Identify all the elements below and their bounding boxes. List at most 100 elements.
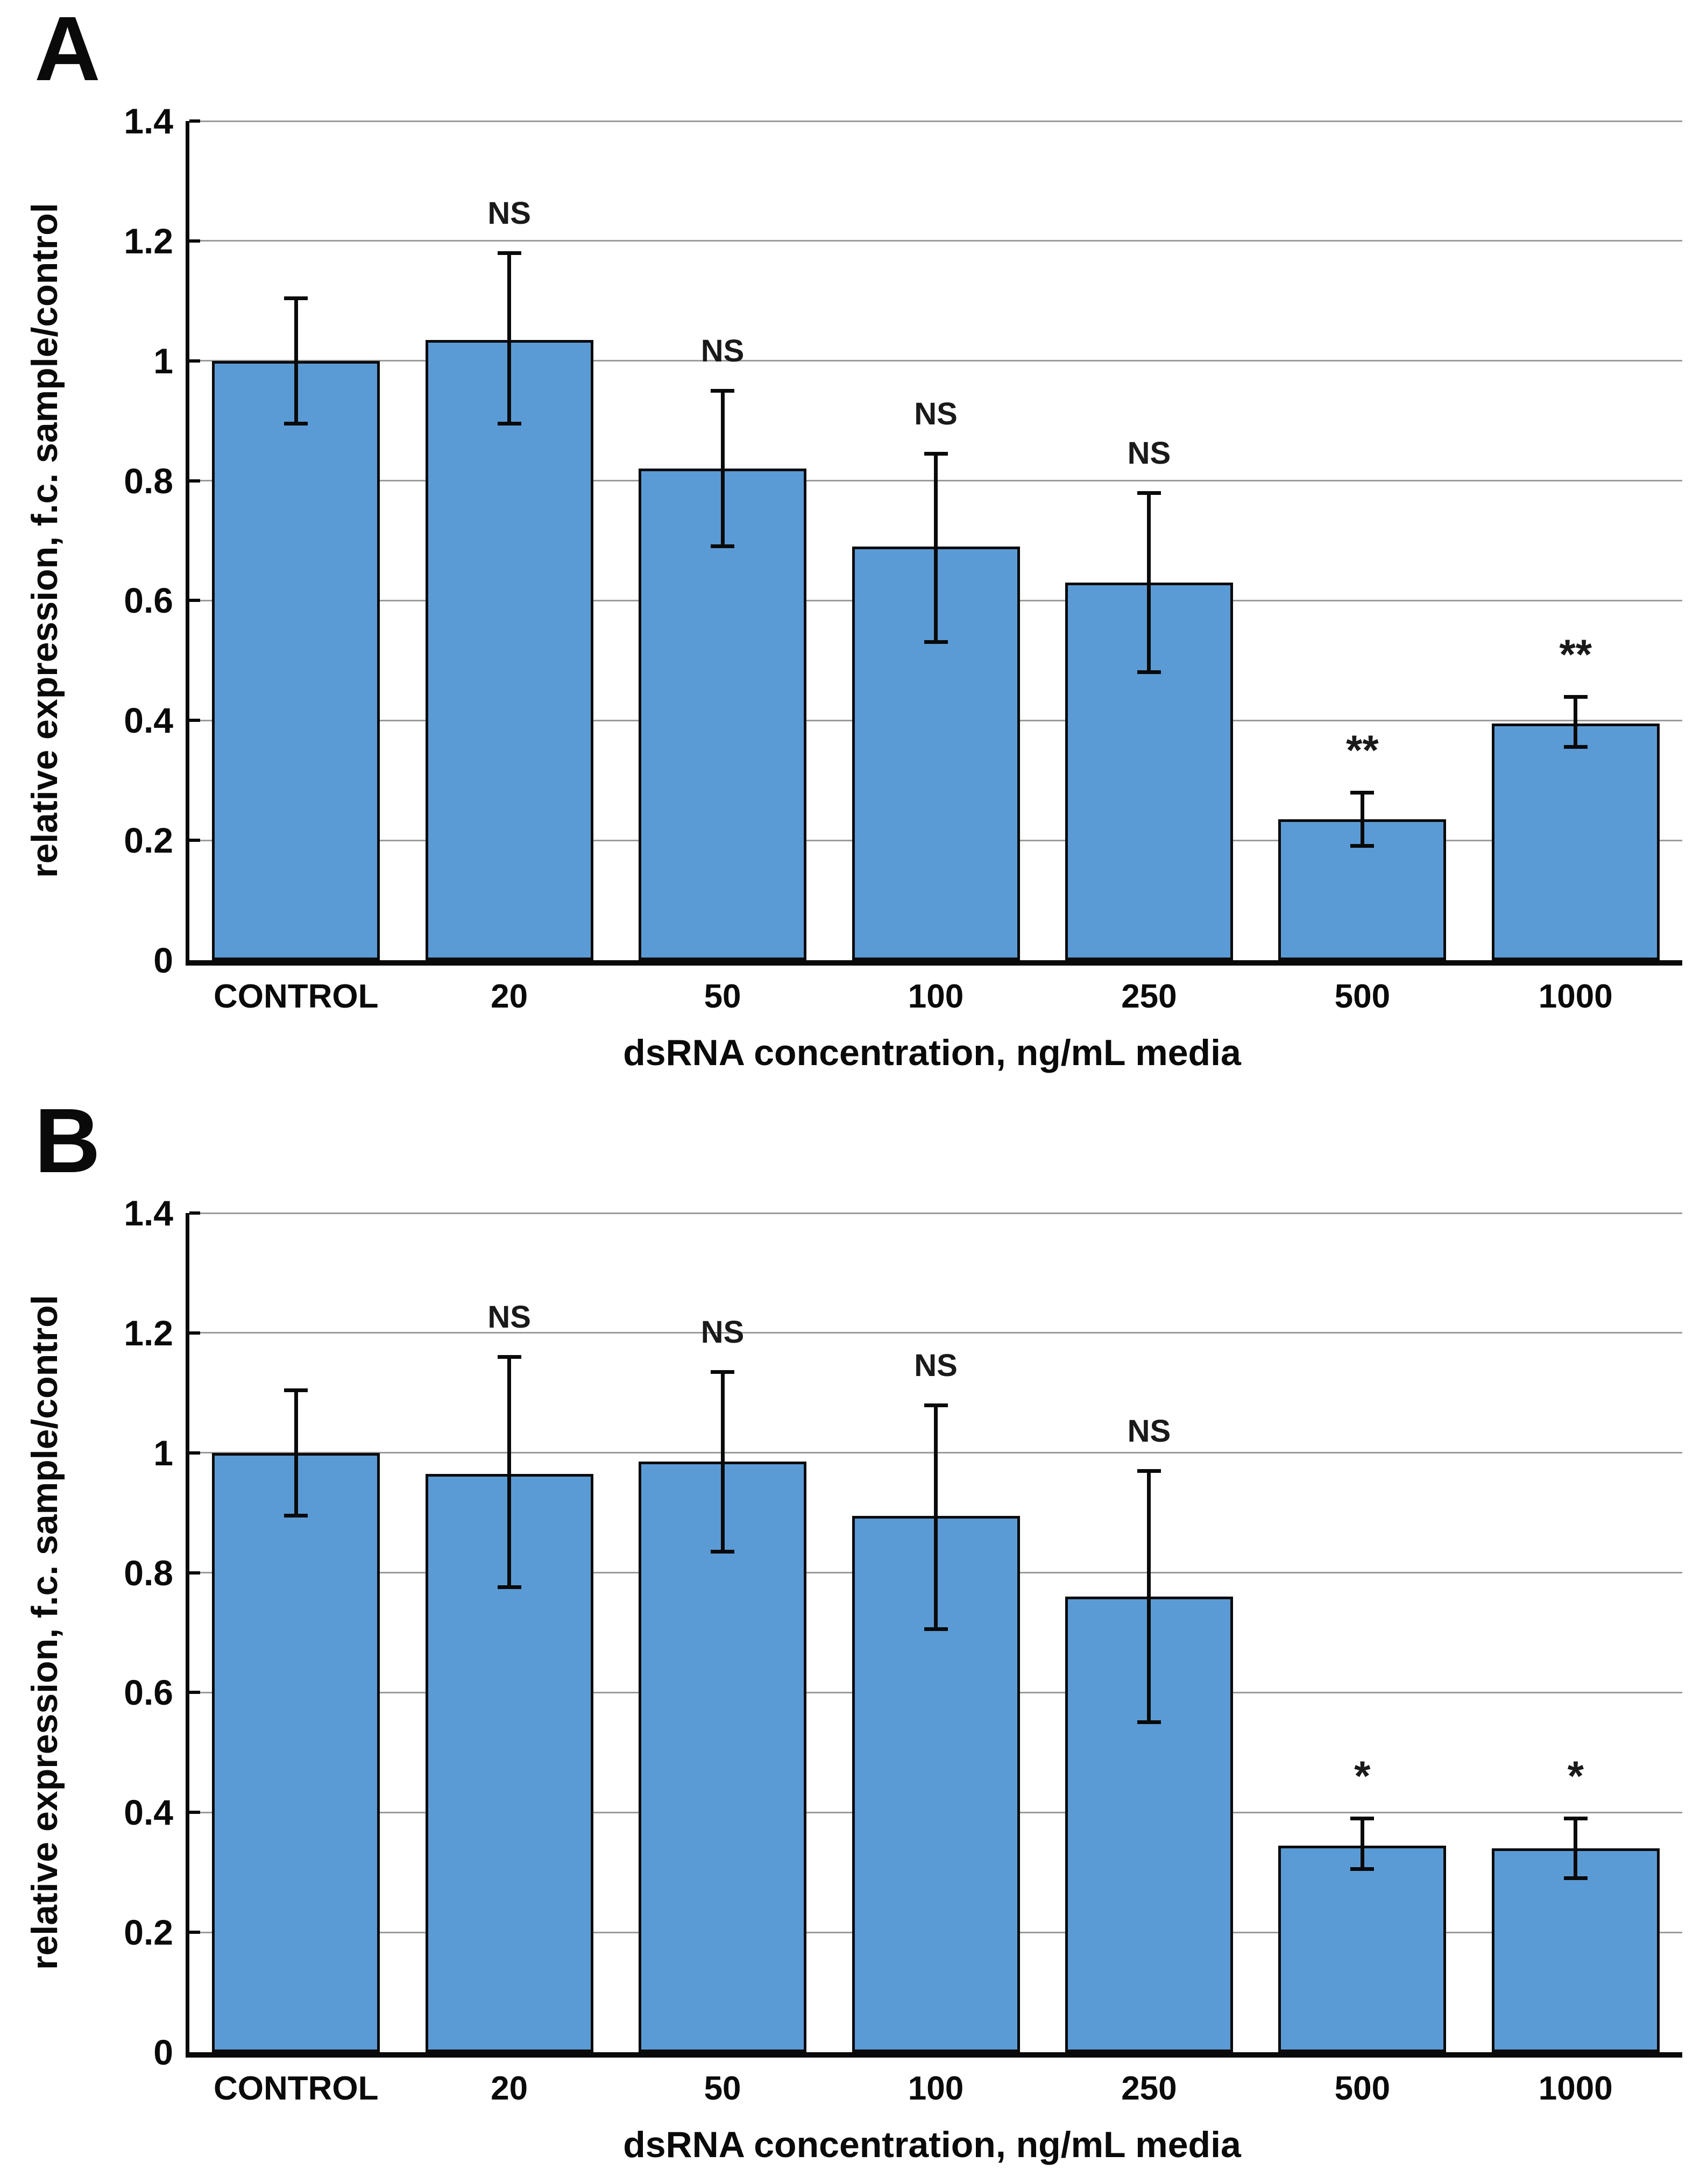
plot-area: 0 0.2 0.4 0.6 0.8 1 1.2 1.4 CONTROL NS 20 NS 50 NS 100… — [124, 101, 1682, 1015]
error-bar-line — [1574, 696, 1578, 748]
significance-label: NS — [700, 334, 745, 369]
error-bar-cap-bottom — [1137, 670, 1161, 675]
error-bar-line — [934, 1405, 938, 1630]
gridline — [189, 1212, 1682, 1214]
y-tick-label: 0.4 — [124, 1792, 173, 1833]
x-axis-title: dsRNA concentration, ng/mL media — [623, 1032, 1241, 1073]
y-tick-label: 1.2 — [124, 221, 173, 261]
error-bar-cap-top — [924, 452, 948, 456]
y-tick-label: 0.2 — [124, 820, 173, 861]
y-tick-mark — [189, 1451, 200, 1455]
x-tick-label: CONTROL — [213, 2070, 379, 2107]
gridline — [189, 360, 1682, 362]
significance-label: NS — [700, 1315, 745, 1350]
significance-label: * — [1354, 1752, 1371, 1800]
error-bar-cap-bottom — [711, 1549, 735, 1554]
y-tick-mark — [189, 1931, 200, 1934]
panel-b-letter: B — [34, 1090, 101, 1192]
y-tick-mark — [189, 119, 200, 123]
bar-500 — [1278, 1845, 1447, 2052]
y-tick-label: 1.2 — [124, 1313, 173, 1353]
error-bar-cap-top — [711, 389, 735, 393]
error-bar-cap-bottom — [711, 544, 735, 549]
error-bar-cap-top — [1563, 1817, 1588, 1821]
significance-label: NS — [1127, 435, 1171, 471]
x-axis-title: dsRNA concentration, ng/mL media — [623, 2124, 1241, 2165]
y-tick-label: 1.4 — [124, 101, 173, 141]
error-bar-line — [720, 391, 725, 547]
error-bar-cap-top — [284, 1388, 308, 1392]
error-bar-cap-bottom — [924, 640, 948, 644]
y-tick-label: 0.6 — [124, 1672, 173, 1713]
x-tick-label: 500 — [1334, 978, 1391, 1015]
y-tick-label: 1 — [153, 1433, 173, 1473]
error-bar-cap-top — [1350, 791, 1375, 795]
error-bar-line — [1147, 492, 1151, 673]
y-tick-label: 0 — [153, 940, 173, 980]
bar-1000 — [1491, 723, 1660, 960]
y-tick-label: 0.4 — [124, 700, 173, 741]
error-bar-line — [507, 253, 512, 424]
error-bar-cap-bottom — [284, 1513, 308, 1518]
error-bar-line — [1147, 1471, 1151, 1723]
error-bar-cap-top — [284, 296, 308, 300]
bar-20 — [425, 339, 593, 960]
y-axis-title: relative expression, f.c. sample/control — [24, 203, 65, 878]
y-tick-mark — [189, 1211, 200, 1215]
significance-label: * — [1567, 1752, 1584, 1800]
error-bar-cap-top — [1137, 1469, 1161, 1473]
y-tick-label: 0.6 — [124, 580, 173, 621]
x-tick-label: 100 — [908, 978, 964, 1015]
error-bar-cap-bottom — [1563, 1876, 1588, 1880]
y-tick-label: 0.8 — [124, 460, 173, 501]
error-bar-cap-top — [1563, 694, 1588, 699]
significance-label: NS — [914, 1348, 958, 1383]
bar-control — [212, 1452, 380, 2052]
significance-label: ** — [1559, 630, 1592, 678]
y-tick-label: 0.2 — [124, 1912, 173, 1953]
x-tick-label: 50 — [704, 978, 741, 1015]
gridline — [189, 240, 1682, 242]
error-bar-cap-bottom — [497, 1585, 521, 1590]
error-bar-cap-top — [711, 1370, 735, 1374]
bar-control — [212, 360, 380, 960]
x-tick-label: 1000 — [1538, 978, 1613, 1015]
y-tick-mark — [189, 1691, 200, 1694]
x-tick-label: 20 — [491, 978, 528, 1015]
significance-label: NS — [487, 1300, 531, 1335]
y-tick-mark — [189, 479, 200, 483]
gridline — [189, 120, 1682, 122]
y-tick-label: 0.8 — [124, 1552, 173, 1593]
error-bar-cap-bottom — [497, 421, 521, 426]
x-tick-label: 500 — [1334, 2070, 1391, 2107]
error-bar-line — [1574, 1818, 1578, 1878]
bar-50 — [639, 469, 807, 960]
y-tick-label: 0 — [153, 2032, 173, 2072]
error-bar-cap-bottom — [1563, 745, 1588, 749]
x-tick-label: CONTROL — [213, 978, 379, 1015]
x-tick-label: 50 — [704, 2070, 741, 2107]
error-bar-cap-bottom — [284, 421, 308, 426]
error-bar-cap-top — [497, 1355, 521, 1359]
error-bar-line — [1360, 1818, 1364, 1870]
y-tick-mark — [189, 599, 200, 602]
x-tick-label: 20 — [491, 2070, 528, 2107]
panel-a-letter: A — [34, 0, 101, 100]
error-bar-cap-bottom — [1350, 1867, 1375, 1871]
y-tick-mark — [189, 1331, 200, 1335]
error-bar-line — [294, 1389, 298, 1516]
error-bar-line — [507, 1357, 512, 1588]
x-tick-label: 100 — [908, 2070, 964, 2107]
x-tick-label: 250 — [1121, 2070, 1177, 2107]
error-bar-cap-bottom — [1137, 1720, 1161, 1725]
error-bar-cap-top — [497, 251, 521, 256]
x-tick-label: 1000 — [1538, 2070, 1613, 2107]
y-tick-label: 1 — [153, 341, 173, 381]
error-bar-cap-top — [924, 1403, 948, 1407]
y-tick-mark — [189, 1571, 200, 1575]
y-tick-mark — [189, 359, 200, 363]
y-tick-mark — [189, 239, 200, 243]
y-tick-mark — [189, 719, 200, 722]
error-bar-cap-bottom — [924, 1627, 948, 1632]
